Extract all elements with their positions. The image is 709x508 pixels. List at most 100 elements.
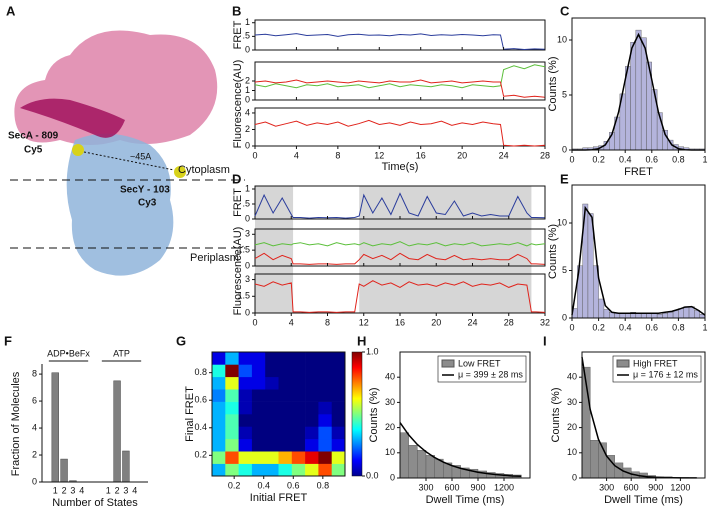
heat-cell [305,364,319,378]
label: Cytoplasm [178,164,230,176]
y-tick-label: 30 [385,397,395,407]
bar [603,309,610,319]
bar [425,455,435,479]
heat-cell [238,389,253,402]
plot-frame [399,351,531,479]
y-tick-label: 5 [562,265,567,275]
x-tick-label: 0.4 [257,480,270,490]
x-tick-label: 600 [624,482,639,492]
y-tick-label: 0 [245,44,250,54]
y-axis-label: Counts (%) [547,56,559,111]
panel-letter: A [6,3,16,18]
y-tick-label: 4 [245,107,250,117]
x-tick-label: 32 [540,317,550,327]
x-tick-label: 2 [115,485,120,495]
heat-cell [278,376,293,390]
x-tick-label: 0 [569,154,574,164]
bar [662,313,668,319]
x-tick-label: 20 [457,150,467,160]
heat-cell [318,426,332,440]
plot-frame [581,351,706,479]
heat-cell [305,414,319,427]
y-tick-label: 0 [390,472,395,482]
y-tick-label: 1 [245,183,250,193]
group-label: ADP•BeFx [47,348,90,358]
y-tick-label: 5 [562,89,567,99]
heat-cell [318,401,332,415]
heat-cell [318,414,332,427]
heat-cell [331,426,346,440]
bar [678,308,684,319]
heat-cell [291,414,306,427]
heat-cell [265,451,279,464]
panel-letter: B [232,3,241,18]
heat-cell [278,401,293,415]
x-tick-label: 4 [289,317,294,327]
heat-cell [265,389,279,402]
y-tick-label: 0.2 [194,450,207,460]
line [254,252,546,265]
x-tick-label: 20 [431,317,441,327]
x-tick-label: 0.2 [228,480,241,490]
y-axis-label: Fluorescence(AU) [232,227,244,316]
x-tick-label: 3 [123,485,128,495]
heat-cell [265,364,279,378]
heat-cell [265,376,279,390]
heat-cell [331,401,346,415]
x-tick-label: 0.8 [317,480,330,490]
plot-frame [254,107,546,147]
plot-frame [571,17,706,151]
x-tick-label: 3 [70,485,75,495]
legend-swatch [441,359,455,368]
bar [590,440,599,479]
highlight-region [255,186,294,313]
y-tick-label: 4 [32,422,37,432]
highlight-region [359,186,532,313]
heat-cell [225,352,239,365]
x-axis-label: Dwell Time (ms) [426,494,505,506]
heat-cell [318,389,332,402]
x-tick-label: 0.8 [672,322,685,332]
heat-cell [238,426,253,440]
secy-surface [66,133,174,276]
x-tick-label: 0.6 [287,480,300,490]
heat-cell [291,352,306,365]
panel-letter: F [4,333,12,348]
heat-cell [278,463,293,477]
heat-cell [251,389,266,402]
line [254,33,546,51]
heat-cell [251,376,266,390]
heat-cell [278,414,293,427]
heat-cell [331,364,346,378]
x-tick-label: 1 [53,485,58,495]
legend-label: μ = 176 ± 12 ms [633,369,698,379]
x-tick-label: 1 [106,485,111,495]
heat-cell [251,426,266,440]
heat-cell [291,426,306,440]
panel-letter: E [560,171,569,186]
x-tick-label: 0.2 [592,154,605,164]
x-tick-label: 2 [62,485,67,495]
label: Periplasm [190,252,239,264]
bar [122,450,130,483]
heat-cell [212,389,226,402]
y-tick-label: .5 [242,198,250,208]
heat-cell [318,438,332,452]
heat-cell [251,352,266,365]
heat-cell [331,414,346,427]
heat-cell [305,389,319,402]
heat-cell [291,451,306,464]
x-tick-label: 0.2 [592,322,605,332]
line [399,422,522,478]
bar [51,372,59,483]
x-axis-label: Initial FRET [250,492,308,504]
y-axis-label: Fraction of Molecules [10,371,22,476]
bar [408,445,418,479]
x-tick-label: 0.4 [619,322,632,332]
heat-cell [225,364,239,378]
x-tick-label: 1 [702,154,707,164]
x-tick-label: 300 [418,482,433,492]
x-tick-label: 16 [416,150,426,160]
line [571,205,706,316]
y-tick-label: 10 [557,217,567,227]
